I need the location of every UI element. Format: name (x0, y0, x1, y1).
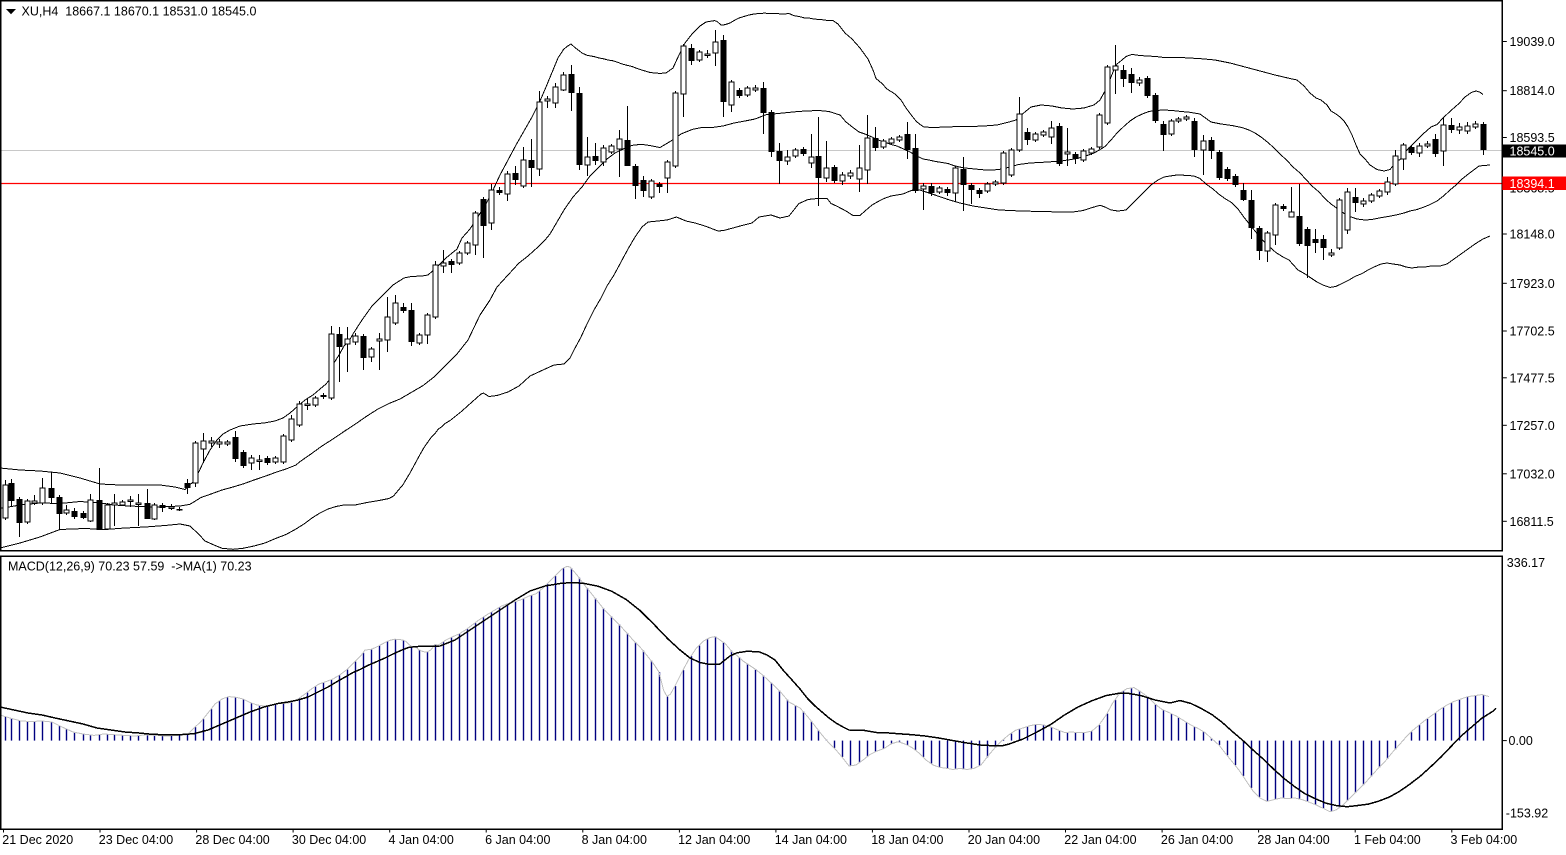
svg-text:MACD(12,26,9) 70.23 57.59 ->M: MACD(12,26,9) 70.23 57.59 ->MA(1) 70.23 (8, 560, 252, 574)
svg-text:17923.0: 17923.0 (1510, 277, 1555, 291)
svg-text:19039.0: 19039.0 (1510, 35, 1555, 49)
svg-text:28 Jan 04:00: 28 Jan 04:00 (1257, 833, 1329, 847)
svg-text:23 Dec 04:00: 23 Dec 04:00 (99, 833, 173, 847)
svg-text:17257.0: 17257.0 (1510, 419, 1555, 433)
svg-text:336.17: 336.17 (1507, 556, 1545, 570)
svg-text:26 Jan 04:00: 26 Jan 04:00 (1161, 833, 1233, 847)
svg-text:18 Jan 04:00: 18 Jan 04:00 (871, 833, 943, 847)
svg-text:-153.92: -153.92 (1506, 806, 1548, 820)
svg-text:18545.0: 18545.0 (1510, 145, 1555, 159)
svg-text:17477.5: 17477.5 (1510, 371, 1555, 385)
svg-text:6 Jan 04:00: 6 Jan 04:00 (485, 833, 550, 847)
svg-text:18148.0: 18148.0 (1510, 228, 1555, 242)
svg-text:18814.0: 18814.0 (1510, 84, 1555, 98)
svg-text:4 Jan 04:00: 4 Jan 04:00 (389, 833, 454, 847)
svg-text:28 Dec 04:00: 28 Dec 04:00 (195, 833, 269, 847)
svg-text:17032.0: 17032.0 (1510, 467, 1555, 481)
svg-text:1 Feb 04:00: 1 Feb 04:00 (1354, 833, 1421, 847)
svg-text:8 Jan 04:00: 8 Jan 04:00 (582, 833, 647, 847)
svg-text:18593.5: 18593.5 (1510, 131, 1555, 145)
svg-text:18394.1: 18394.1 (1510, 177, 1555, 191)
svg-text:0.00: 0.00 (1509, 734, 1533, 748)
svg-text:12 Jan 04:00: 12 Jan 04:00 (678, 833, 750, 847)
svg-text:16811.5: 16811.5 (1510, 515, 1554, 529)
svg-text:3 Feb 04:00: 3 Feb 04:00 (1451, 833, 1518, 847)
svg-text:20 Jan 04:00: 20 Jan 04:00 (968, 833, 1040, 847)
svg-text:22 Jan 04:00: 22 Jan 04:00 (1064, 833, 1136, 847)
svg-text:21 Dec 2020: 21 Dec 2020 (2, 833, 73, 847)
svg-text:17702.5: 17702.5 (1510, 325, 1555, 339)
svg-text:14 Jan 04:00: 14 Jan 04:00 (775, 833, 847, 847)
svg-text:XU,H4 18667.1 18670.1 18531.0: XU,H4 18667.1 18670.1 18531.0 18545.0 (22, 5, 257, 19)
svg-text:30 Dec 04:00: 30 Dec 04:00 (292, 833, 366, 847)
